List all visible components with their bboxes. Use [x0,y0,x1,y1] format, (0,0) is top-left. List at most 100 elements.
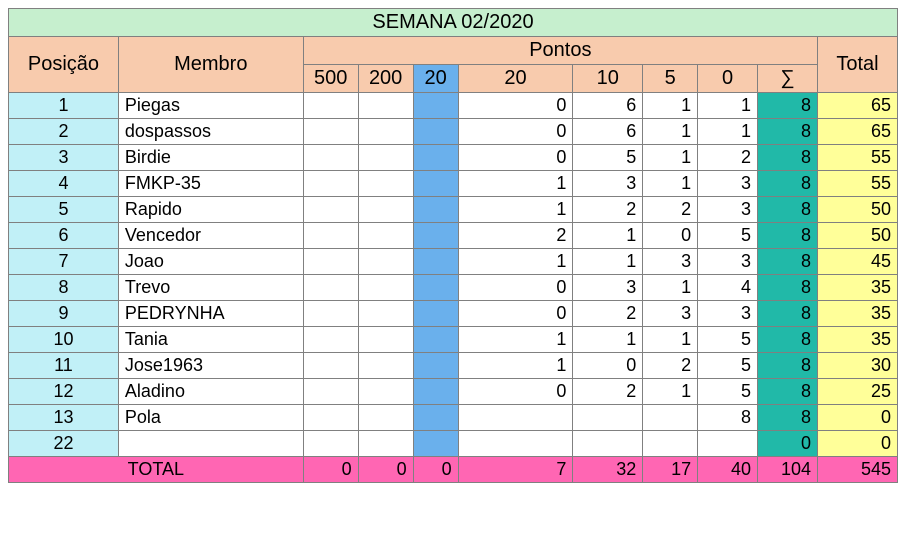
table-row: 6Vencedor2105850 [9,223,898,249]
val-cell: 3 [573,275,643,301]
val-cell: 8 [758,119,818,145]
total-cell: 30 [817,353,897,379]
val-cell [458,405,573,431]
val-cell [303,119,358,145]
val-cell: 2 [573,379,643,405]
pos-cell: 2 [9,119,119,145]
val-cell [413,405,458,431]
val-cell [458,431,573,457]
header-col-0: 500 [303,65,358,93]
membro-cell: PEDRYNHA [118,301,303,327]
val-cell: 1 [643,145,698,171]
val-cell: 1 [458,197,573,223]
val-cell [413,145,458,171]
val-cell [358,405,413,431]
val-cell: 1 [573,249,643,275]
val-cell [358,119,413,145]
val-cell: 3 [698,197,758,223]
footer-total: 545 [817,457,897,483]
val-cell: 2 [458,223,573,249]
total-cell: 35 [817,327,897,353]
table-title: SEMANA 02/2020 [9,9,898,37]
val-cell: 0 [458,301,573,327]
membro-cell: Pola [118,405,303,431]
membro-cell: dospassos [118,119,303,145]
total-cell: 50 [817,223,897,249]
val-cell [413,119,458,145]
membro-cell: Aladino [118,379,303,405]
pos-cell: 12 [9,379,119,405]
val-cell: 3 [643,249,698,275]
header-col-7: ∑ [758,65,818,93]
pos-cell: 6 [9,223,119,249]
val-cell [413,197,458,223]
table-row: 4FMKP-351313855 [9,171,898,197]
total-cell: 0 [817,431,897,457]
pos-cell: 4 [9,171,119,197]
table-row: 13Pola880 [9,405,898,431]
val-cell [413,431,458,457]
val-cell [413,301,458,327]
pos-cell: 11 [9,353,119,379]
val-cell: 1 [698,119,758,145]
val-cell [413,327,458,353]
membro-cell: Joao [118,249,303,275]
val-cell [358,171,413,197]
val-cell [358,353,413,379]
val-cell: 8 [758,353,818,379]
total-cell: 55 [817,145,897,171]
val-cell [358,431,413,457]
val-cell: 3 [698,301,758,327]
val-cell: 5 [698,379,758,405]
header-total: Total [817,37,897,93]
total-cell: 25 [817,379,897,405]
val-cell [358,145,413,171]
val-cell [358,301,413,327]
val-cell: 8 [758,223,818,249]
val-cell [303,353,358,379]
val-cell: 8 [758,275,818,301]
val-cell: 5 [698,223,758,249]
val-cell: 1 [643,119,698,145]
footer-val: 32 [573,457,643,483]
val-cell [303,327,358,353]
val-cell [358,223,413,249]
val-cell: 8 [758,197,818,223]
membro-cell: Piegas [118,93,303,119]
val-cell: 5 [698,327,758,353]
val-cell: 8 [758,379,818,405]
table-row: 11Jose19631025830 [9,353,898,379]
val-cell [573,405,643,431]
val-cell [358,197,413,223]
val-cell: 1 [643,327,698,353]
pos-cell: 1 [9,93,119,119]
val-cell: 1 [458,249,573,275]
val-cell: 8 [758,249,818,275]
table-row: 9PEDRYNHA0233835 [9,301,898,327]
pos-cell: 8 [9,275,119,301]
val-cell [303,405,358,431]
table-row: 2dospassos0611865 [9,119,898,145]
val-cell: 5 [698,353,758,379]
val-cell: 0 [458,93,573,119]
val-cell: 8 [758,145,818,171]
val-cell: 0 [458,275,573,301]
val-cell [303,145,358,171]
footer-val: 0 [303,457,358,483]
val-cell: 0 [458,119,573,145]
val-cell: 0 [758,431,818,457]
table-row: 8Trevo0314835 [9,275,898,301]
footer-val: 0 [358,457,413,483]
val-cell: 8 [758,327,818,353]
val-cell [303,301,358,327]
val-cell: 2 [698,145,758,171]
val-cell [413,171,458,197]
val-cell [413,353,458,379]
header-col-2: 20 [413,65,458,93]
val-cell [303,223,358,249]
membro-cell: FMKP-35 [118,171,303,197]
val-cell: 1 [643,93,698,119]
pos-cell: 3 [9,145,119,171]
val-cell [643,431,698,457]
footer-val: 40 [698,457,758,483]
